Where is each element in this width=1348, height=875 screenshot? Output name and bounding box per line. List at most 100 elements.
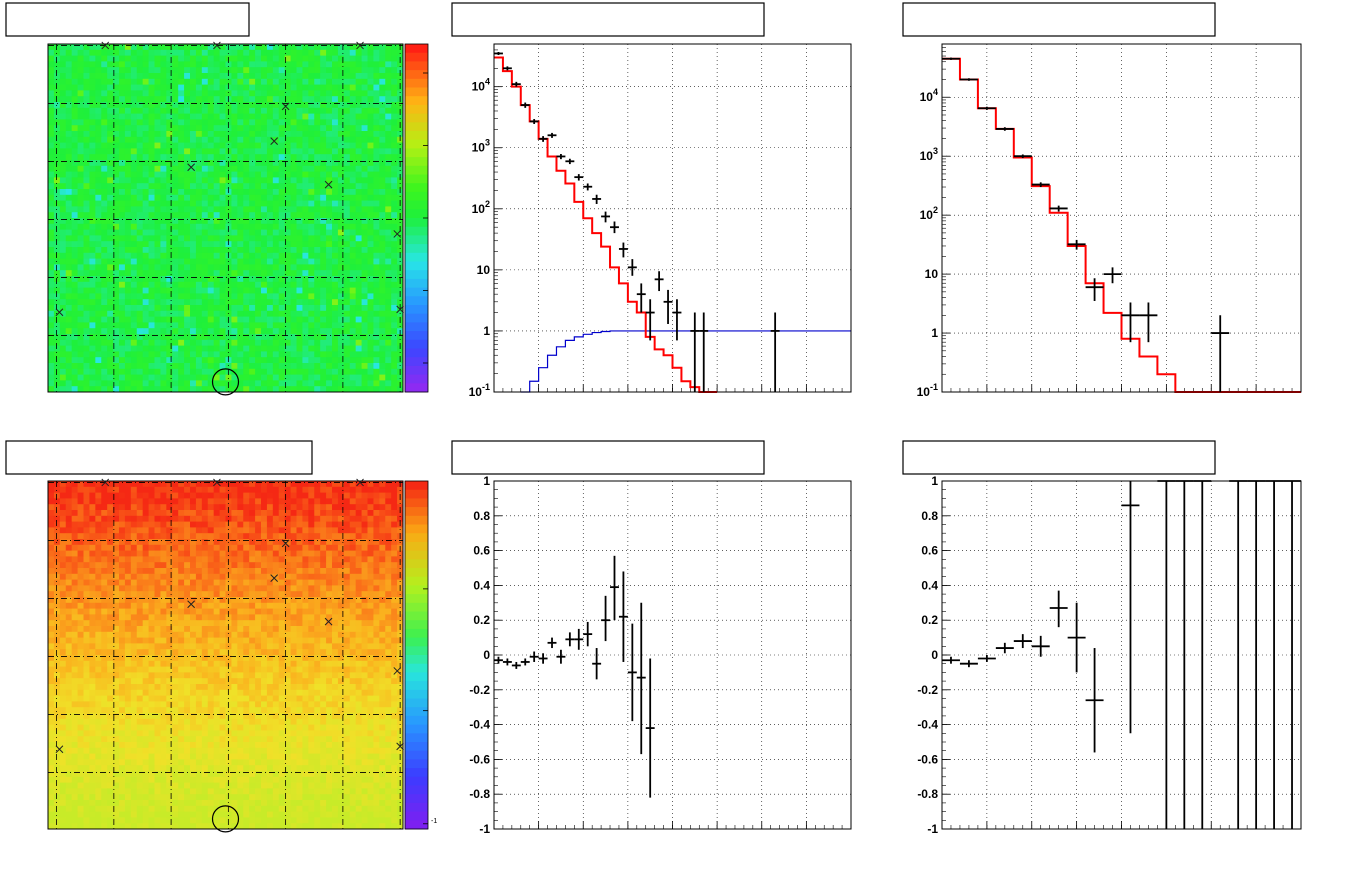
data-point: [1067, 602, 1086, 673]
ytick-label: 1: [931, 326, 938, 340]
ytick-label: 1: [931, 474, 938, 488]
data-point: [645, 299, 655, 341]
chart-residual_left: -1 -0.8 -0.6 -0.4 -0.2 0 0.2 0.4 0.6 0.8 1: [469, 474, 852, 836]
colorbar-tick-label: -1: [431, 818, 437, 825]
data-point: [556, 153, 566, 160]
ytick-label: -1: [479, 822, 490, 836]
data-point: [654, 271, 664, 292]
chart-spectrum_right: 10-1 1 10 102 103 104: [917, 43, 1302, 399]
map-pixels: [48, 44, 404, 393]
source-cross-marker: [324, 180, 333, 189]
ytick-label: -0.2: [469, 683, 490, 697]
source-cross-marker: [356, 41, 364, 50]
source-cross-marker: [213, 478, 221, 487]
ytick-label: 0.4: [473, 578, 490, 592]
colorbar: -1: [404, 480, 437, 830]
data-point: [547, 132, 557, 138]
data-point: [663, 289, 673, 324]
data-point: [502, 66, 512, 71]
data-point: [959, 78, 978, 81]
source-cross-marker: [213, 41, 221, 50]
source-cross-marker: [101, 478, 110, 487]
data-point: [636, 283, 646, 313]
data-point: [645, 658, 655, 798]
ytick-label: 0.8: [921, 509, 938, 523]
ytick-label: 1: [483, 474, 490, 488]
target-circle: [211, 805, 240, 833]
data-point: [520, 102, 530, 108]
data-point: [618, 242, 628, 258]
ytick-label: 0: [483, 648, 490, 662]
ytick-label: 0.6: [473, 544, 490, 558]
source-cross-marker: [396, 742, 404, 751]
data-point: [1211, 315, 1230, 392]
data-point: [942, 57, 960, 60]
map-title-1-box: [5, 440, 313, 475]
source-cross-marker: [356, 478, 364, 487]
source-cross-marker: [187, 163, 195, 172]
source-cross-marker: [393, 667, 402, 675]
data-point: [672, 299, 682, 341]
source-cross-marker: [393, 230, 402, 238]
data-point: [959, 660, 978, 668]
data-point: [511, 661, 521, 669]
plot-frame: [941, 480, 1302, 830]
ytick-label: 102: [920, 205, 938, 222]
ytick-label: 10-1: [469, 382, 490, 399]
chart-title-2-box: [451, 440, 765, 475]
source-cross-marker: [55, 308, 64, 317]
data-point: [627, 259, 637, 276]
colorbar-frame: [404, 480, 429, 830]
source-cross-marker: [396, 305, 404, 314]
source-cross-marker: [101, 41, 110, 50]
ytick-label: 104: [920, 87, 938, 104]
data-point: [1067, 239, 1086, 250]
data-point: [601, 595, 611, 642]
data-point: [556, 649, 566, 664]
map-panel-ps_map: [47, 41, 429, 396]
data-point: [995, 127, 1014, 131]
ytick-label: 0.2: [473, 613, 490, 627]
ytick-label: -0.6: [469, 752, 490, 766]
plot-frame: [493, 480, 852, 830]
data-point: [1139, 302, 1158, 343]
ytick-label: 10-1: [917, 382, 938, 399]
data-point: [520, 658, 530, 666]
ytick-label: -0.8: [469, 787, 490, 801]
ytick-label: -0.4: [469, 718, 490, 732]
chart-title-1-box: [902, 2, 1216, 37]
data-point: [690, 312, 700, 392]
plot-frame: [941, 43, 1302, 393]
ytick-label: 0.8: [473, 509, 490, 523]
data-point: [1103, 267, 1122, 284]
data-point: [636, 602, 646, 755]
data-point: [977, 655, 996, 662]
data-point: [942, 656, 960, 664]
data-point: [610, 221, 619, 234]
ytick-label: 0.6: [921, 544, 938, 558]
data-point: [574, 174, 584, 181]
source-cross-marker: [324, 617, 333, 626]
data-point: [592, 194, 602, 204]
data-point: [1013, 154, 1032, 159]
chart-title-0-box: [451, 2, 765, 37]
chart-title-3-box: [902, 440, 1216, 475]
map-panel-count_map: -1: [47, 478, 437, 833]
data-point: [592, 648, 602, 680]
ytick-label: 0.4: [921, 578, 938, 592]
colorbar: [404, 43, 429, 393]
ytick-label: 103: [920, 146, 938, 163]
data-point: [538, 653, 548, 664]
colorbar-exponent: -1: [431, 818, 437, 825]
data-point: [627, 623, 637, 722]
data-point: [502, 658, 512, 666]
data-point: [565, 632, 575, 647]
ytick-label: 102: [472, 199, 490, 216]
data-point: [494, 656, 503, 664]
data-point: [529, 651, 539, 662]
data-point: [547, 637, 557, 649]
map-frame: [47, 43, 404, 393]
map-frame: [47, 480, 404, 830]
ytick-label: -1: [927, 822, 938, 836]
